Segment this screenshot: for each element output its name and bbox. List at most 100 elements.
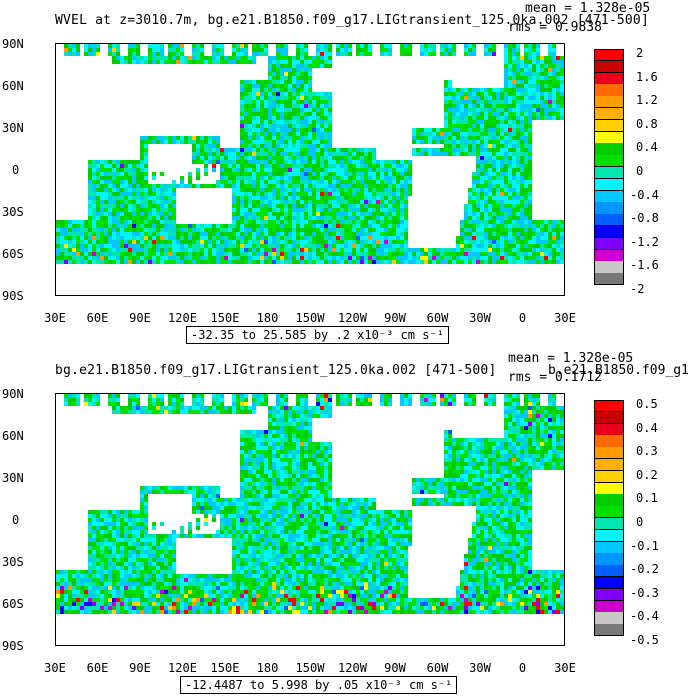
lon-tick-label: 90E: [129, 311, 151, 325]
colorbar-swatch: [594, 482, 624, 495]
lon-tick-label: 30W: [469, 661, 491, 675]
colorbar-label: -1.2: [630, 234, 659, 249]
lat-tick-label: 60N: [2, 429, 24, 443]
lon-tick-label: 120W: [338, 661, 367, 675]
colorbar-label: 0.4: [636, 420, 658, 435]
colorbar: [594, 400, 624, 637]
colorbar-swatch: [594, 131, 624, 144]
lon-tick-label: 120W: [338, 311, 367, 325]
colorbar-swatch: [594, 459, 624, 472]
lon-tick-label: 30E: [554, 661, 576, 675]
colorbar-label: -0.4: [630, 187, 659, 202]
lon-tick-label: 120E: [168, 661, 197, 675]
map-panel-top: WVEL at z=3010.7m, bg.e21.B1850.f09_g17.…: [2, 1, 659, 344]
map-frame: [55, 43, 565, 296]
colorbar-label: -0.1: [630, 538, 659, 553]
colorbar-label: 2: [636, 46, 644, 60]
lon-tick-label: 150E: [210, 311, 240, 325]
lat-tick-label: 30N: [2, 121, 24, 135]
colorbar-swatch: [594, 143, 624, 156]
lat-tick-label: 60S: [2, 597, 24, 611]
colorbar-swatch: [594, 190, 624, 203]
lon-tick-label: 60W: [426, 661, 449, 675]
panel-title: WVEL at z=3010.7m, bg.e21.B1850.f09_g17.…: [55, 13, 649, 28]
lat-tick-label: 30S: [2, 205, 24, 219]
lon-tick-label: 60W: [426, 311, 449, 325]
lat-tick-label: 60S: [2, 247, 24, 261]
colorbar-swatch: [594, 60, 624, 74]
rms-label: rms = 0.9838: [508, 20, 602, 35]
colorbar-swatch: [594, 423, 624, 436]
colorbar: [594, 49, 624, 286]
lat-tick-label: 60N: [2, 79, 24, 93]
lon-tick-label: 30E: [554, 311, 576, 325]
lon-tick-label: 90E: [129, 661, 151, 675]
colorbar-label: -1.6: [630, 258, 659, 273]
colorbar-label: 0.2: [636, 467, 658, 482]
colorbar-swatch: [594, 612, 624, 625]
colorbar-swatch: [594, 237, 624, 251]
lon-tick-label: 150W: [295, 311, 325, 325]
lon-tick-label: 60E: [86, 311, 109, 325]
lon-tick-label: 30E: [44, 311, 66, 325]
lat-tick-label: 90S: [2, 289, 24, 303]
colorbar-label: 1.6: [636, 69, 658, 84]
contour-range-box: -12.4487 to 5.998 by .05 x10⁻³ cm s⁻¹: [180, 676, 458, 694]
colorbar-swatch: [594, 49, 624, 62]
mean-label: mean = 1.328e-05: [525, 1, 651, 16]
colorbar-swatch: [594, 506, 624, 519]
colorbar-swatch: [594, 96, 624, 109]
colorbar-swatch: [594, 541, 624, 554]
overlapping-title-fragment: b.e21.B1850.f09_g1: [548, 363, 689, 378]
colorbar-swatch: [594, 84, 624, 97]
colorbar-swatch: [594, 518, 624, 531]
colorbar-swatch: [594, 226, 624, 239]
lat-tick-label: 90N: [2, 37, 24, 51]
lat-tick-label: 90S: [2, 639, 24, 653]
lon-tick-label: 150E: [210, 661, 240, 675]
colorbar-swatch: [594, 167, 624, 180]
colorbar-label: -0.3: [630, 585, 659, 600]
wvel-field: [56, 394, 564, 614]
lon-tick-label: 30E: [44, 661, 66, 675]
colorbar-swatch: [594, 577, 624, 590]
lon-tick-label: 90W: [384, 661, 406, 675]
colorbar-swatch: [594, 600, 624, 613]
colorbar-swatch: [594, 553, 624, 566]
colorbar-label: -2: [630, 282, 645, 296]
colorbar-swatch: [594, 494, 624, 507]
colorbar-label: 1.2: [636, 93, 658, 108]
colorbar-label: 0.1: [636, 491, 658, 506]
panel-title: bg.e21.B1850.f09_g17.LIGtransient_125.0k…: [55, 363, 497, 378]
contour-range-box: -32.35 to 25.585 by .2 x10⁻³ cm s⁻¹: [186, 326, 449, 344]
colorbar-swatch: [594, 178, 624, 192]
lat-tick-label: 30N: [2, 471, 24, 485]
mean-label: mean = 1.328e-05: [508, 351, 634, 366]
colorbar-label: 0.5: [636, 397, 658, 411]
colorbar-swatch: [594, 588, 624, 602]
lon-tick-label: 180: [256, 661, 279, 675]
lon-tick-label: 60E: [86, 661, 109, 675]
colorbar-swatch: [594, 72, 624, 85]
colorbar-swatch: [594, 273, 624, 286]
lon-tick-label: 0: [518, 661, 527, 675]
colorbar-swatch: [594, 214, 624, 227]
lon-tick-label: 0: [518, 311, 527, 325]
rms-label: rms = 0.1712: [508, 370, 602, 385]
colorbar-swatch: [594, 470, 624, 484]
lat-tick-label: 0: [12, 513, 20, 527]
map-panel-bottom: bg.e21.B1850.f09_g17.LIGtransient_125.0k…: [0, 350, 700, 700]
colorbar-label: 0.8: [636, 116, 658, 131]
colorbar-swatch: [594, 529, 624, 543]
colorbar-label: -0.8: [630, 211, 659, 226]
colorbar-label: -0.5: [630, 633, 659, 647]
colorbar-label: -0.4: [630, 609, 659, 624]
wvel-field: [56, 44, 564, 264]
lon-tick-label: 180: [256, 311, 279, 325]
colorbar-swatch: [594, 411, 624, 425]
colorbar-swatch: [594, 119, 624, 133]
lon-tick-label: 120E: [168, 311, 197, 325]
colorbar-label: 0: [636, 515, 644, 529]
colorbar-swatch: [594, 435, 624, 448]
colorbar-swatch: [594, 624, 624, 637]
